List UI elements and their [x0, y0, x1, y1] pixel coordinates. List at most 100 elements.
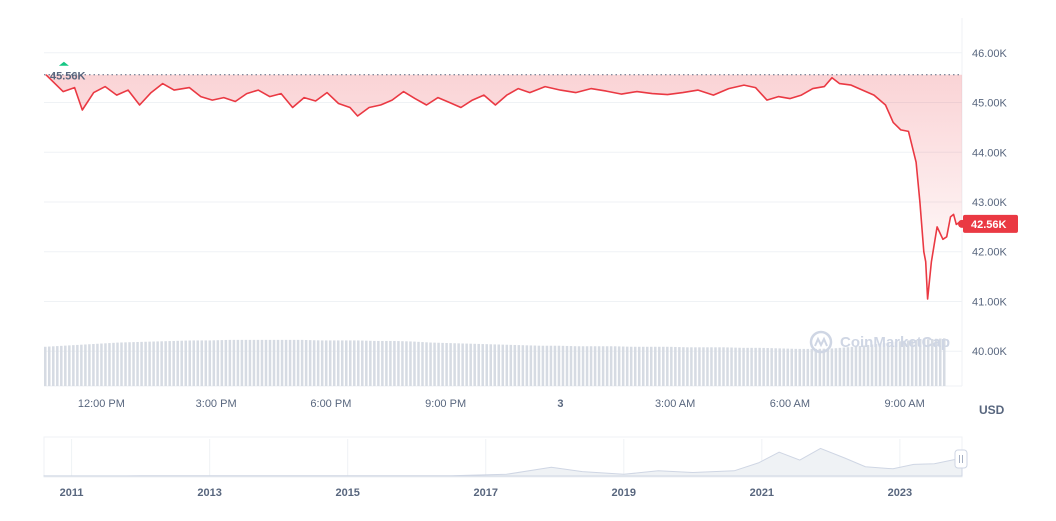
- volume-bar: [826, 348, 830, 386]
- volume-bar: [381, 340, 384, 386]
- y-tick-label: 41.00K: [972, 296, 1008, 308]
- volume-bar: [702, 347, 705, 386]
- price-line[interactable]: [45, 74, 963, 300]
- volume-bar: [485, 344, 488, 386]
- y-tick-label: 45.00K: [972, 98, 1008, 110]
- range-navigator[interactable]: 2011 2013 2015 2017 2019 2021 2023: [43, 436, 968, 499]
- volume-bar: [417, 341, 420, 386]
- volume-bar: [565, 345, 569, 386]
- volume-bar: [549, 345, 553, 386]
- volume-bar: [902, 340, 906, 386]
- volume-bar: [357, 340, 360, 386]
- volume-bar: [240, 339, 244, 386]
- volume-bar: [593, 346, 597, 386]
- volume-bar: [152, 341, 155, 386]
- volume-bar: [405, 341, 408, 386]
- volume-bar: [786, 348, 789, 386]
- volume-bar: [244, 339, 248, 386]
- volume-bar: [842, 347, 846, 386]
- volume-bar: [44, 346, 47, 386]
- volume-bar: [441, 342, 444, 386]
- volume-bar: [613, 346, 617, 386]
- volume-bar: [413, 341, 416, 386]
- volume-bar: [810, 348, 814, 386]
- open-price-label: 45.56K: [50, 71, 86, 83]
- volume-bar: [750, 347, 753, 386]
- navigator-handle[interactable]: [954, 449, 968, 469]
- volume-bar: [188, 340, 191, 386]
- volume-bar: [296, 339, 300, 386]
- volume-bar: [633, 346, 637, 386]
- volume-bar: [537, 345, 541, 386]
- currency-label: USD: [979, 403, 1005, 417]
- volume-bar: [220, 340, 224, 386]
- volume-bar: [336, 340, 340, 386]
- volume-bar: [68, 345, 71, 386]
- volume-bar: [774, 348, 777, 386]
- volume-bar: [814, 348, 818, 386]
- navigator-year-label: 2019: [612, 487, 636, 499]
- volume-bar: [794, 348, 798, 386]
- volume-bar: [429, 342, 432, 386]
- volume-bar: [389, 340, 392, 386]
- volume-bar: [646, 346, 649, 386]
- volume-bar: [320, 340, 324, 386]
- volume-bar: [373, 340, 376, 386]
- volume-bar: [834, 348, 838, 386]
- volume-bar: [76, 344, 79, 386]
- volume-bar: [112, 342, 115, 386]
- volume-bar: [200, 340, 204, 386]
- volume-bar: [762, 347, 765, 386]
- y-tick-label: 43.00K: [972, 197, 1008, 209]
- volume-bar: [312, 340, 316, 386]
- y-axis: 40.00K 41.00K 42.00K 43.00K 44.00K 45.00K 46.0…: [972, 48, 1008, 358]
- volume-bar: [324, 340, 328, 386]
- volume-bar: [144, 341, 147, 386]
- volume-bar: [501, 344, 505, 386]
- volume-bar: [465, 343, 468, 386]
- volume-bar: [926, 339, 930, 386]
- volume-bar: [425, 342, 428, 386]
- volume-bar: [345, 340, 348, 386]
- volume-bar: [918, 339, 922, 386]
- volume-bar: [385, 340, 388, 386]
- volume-bar: [770, 348, 773, 386]
- volume-bar: [878, 343, 882, 386]
- volume-bar: [778, 348, 781, 386]
- volume-bar: [906, 340, 910, 386]
- volume-bar: [533, 345, 537, 386]
- volume-bar: [421, 342, 424, 386]
- volume-bar: [236, 339, 240, 386]
- current-price-label: 42.56K: [971, 219, 1007, 231]
- volume-bar: [180, 340, 183, 386]
- volume-bar: [260, 339, 264, 386]
- volume-bar: [216, 340, 220, 386]
- volume-bar: [477, 343, 480, 386]
- volume-bars: [44, 338, 946, 386]
- volume-bar: [256, 339, 260, 386]
- volume-bar: [710, 347, 713, 386]
- volume-bar: [284, 339, 288, 386]
- volume-bar: [641, 346, 645, 386]
- volume-bar: [445, 343, 448, 386]
- volume-bar: [862, 345, 866, 386]
- volume-bar: [72, 345, 75, 386]
- volume-bar: [601, 346, 605, 386]
- x-tick-label: 9:00 PM: [425, 398, 466, 410]
- volume-bar: [469, 343, 472, 386]
- volume-bar: [577, 346, 581, 386]
- x-tick-label: 3: [557, 398, 563, 410]
- volume-bar: [361, 340, 364, 386]
- volume-bar: [184, 340, 187, 386]
- volume-bar: [726, 347, 729, 386]
- volume-bar: [349, 340, 352, 386]
- volume-bar: [858, 345, 862, 386]
- volume-bar: [850, 346, 854, 386]
- volume-bar: [84, 344, 87, 386]
- volume-bar: [758, 347, 761, 386]
- x-tick-label: 3:00 AM: [655, 398, 695, 410]
- volume-bar: [280, 339, 284, 386]
- navigator-area: [43, 447, 963, 477]
